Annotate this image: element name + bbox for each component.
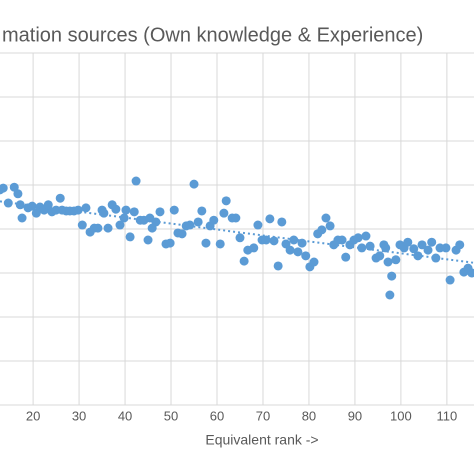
x-tick-label: 100 bbox=[390, 408, 412, 423]
x-tick-label: 30 bbox=[72, 408, 86, 423]
data-point bbox=[185, 220, 195, 230]
data-point bbox=[383, 257, 393, 267]
x-axis-label: Equivalent rank -> bbox=[205, 432, 318, 448]
data-point bbox=[17, 213, 27, 223]
data-point bbox=[325, 221, 335, 231]
data-point bbox=[353, 233, 363, 243]
data-point bbox=[3, 198, 13, 208]
data-point bbox=[357, 243, 367, 253]
data-point bbox=[115, 220, 125, 230]
data-point bbox=[391, 255, 401, 265]
data-point bbox=[265, 214, 275, 224]
x-tick-label: 40 bbox=[118, 408, 132, 423]
chart-title: mation sources (Own knowledge & Experien… bbox=[2, 24, 423, 46]
x-tick-label: 70 bbox=[256, 408, 270, 423]
x-tick-label: 50 bbox=[164, 408, 178, 423]
data-point bbox=[189, 179, 199, 189]
data-point bbox=[261, 235, 271, 245]
data-point bbox=[427, 237, 437, 247]
data-point bbox=[409, 244, 419, 254]
data-point bbox=[273, 261, 283, 271]
data-point bbox=[111, 204, 121, 214]
data-point bbox=[253, 220, 263, 230]
data-point bbox=[169, 205, 179, 215]
data-point bbox=[293, 247, 303, 257]
data-point bbox=[381, 243, 391, 253]
data-point bbox=[165, 238, 175, 248]
data-point bbox=[125, 232, 135, 242]
data-point bbox=[143, 235, 153, 245]
data-point bbox=[269, 236, 279, 246]
x-tick-label: 80 bbox=[302, 408, 316, 423]
data-point bbox=[309, 257, 319, 267]
x-tick-label: 110 bbox=[437, 408, 458, 423]
data-point bbox=[55, 193, 65, 203]
data-point bbox=[13, 189, 23, 199]
data-point bbox=[387, 271, 397, 281]
data-point bbox=[321, 213, 331, 223]
data-point bbox=[73, 205, 83, 215]
data-point bbox=[285, 245, 295, 255]
x-tick-label: 90 bbox=[348, 408, 362, 423]
data-point bbox=[15, 200, 25, 210]
data-point bbox=[441, 243, 451, 253]
data-point bbox=[385, 290, 395, 300]
data-point bbox=[231, 213, 241, 223]
data-point bbox=[197, 206, 207, 216]
data-point bbox=[297, 238, 307, 248]
data-point bbox=[317, 225, 327, 235]
data-point bbox=[129, 207, 139, 217]
data-point bbox=[215, 239, 225, 249]
data-point bbox=[403, 237, 413, 247]
data-point bbox=[27, 201, 37, 211]
data-point bbox=[249, 243, 259, 253]
data-point bbox=[361, 231, 371, 241]
data-point bbox=[99, 208, 109, 218]
data-point bbox=[103, 223, 113, 233]
data-point bbox=[43, 200, 53, 210]
data-point bbox=[445, 275, 455, 285]
data-point bbox=[177, 229, 187, 239]
data-point bbox=[235, 233, 245, 243]
data-point bbox=[431, 253, 441, 263]
x-tick-label: 60 bbox=[210, 408, 224, 423]
data-point bbox=[341, 252, 351, 262]
data-point bbox=[277, 217, 287, 227]
data-point bbox=[209, 215, 219, 225]
data-point bbox=[121, 205, 131, 215]
data-point bbox=[93, 223, 103, 233]
data-point bbox=[219, 208, 229, 218]
data-point bbox=[423, 245, 433, 255]
data-point bbox=[0, 183, 8, 193]
data-point bbox=[239, 256, 249, 266]
data-point bbox=[151, 217, 161, 227]
data-point bbox=[467, 268, 474, 278]
data-point bbox=[77, 220, 87, 230]
data-point bbox=[119, 213, 129, 223]
data-point bbox=[413, 251, 423, 261]
data-point bbox=[155, 207, 165, 217]
data-point bbox=[193, 217, 203, 227]
data-point bbox=[301, 251, 311, 261]
x-tick-label: 20 bbox=[26, 408, 40, 423]
data-point bbox=[375, 251, 385, 261]
data-point bbox=[201, 238, 211, 248]
data-point bbox=[9, 182, 19, 192]
data-point bbox=[417, 240, 427, 250]
data-point bbox=[365, 241, 375, 251]
data-point bbox=[337, 235, 347, 245]
data-point bbox=[455, 240, 465, 250]
data-point bbox=[289, 235, 299, 245]
data-point bbox=[131, 176, 141, 186]
data-point bbox=[81, 203, 91, 213]
data-point bbox=[221, 196, 231, 206]
